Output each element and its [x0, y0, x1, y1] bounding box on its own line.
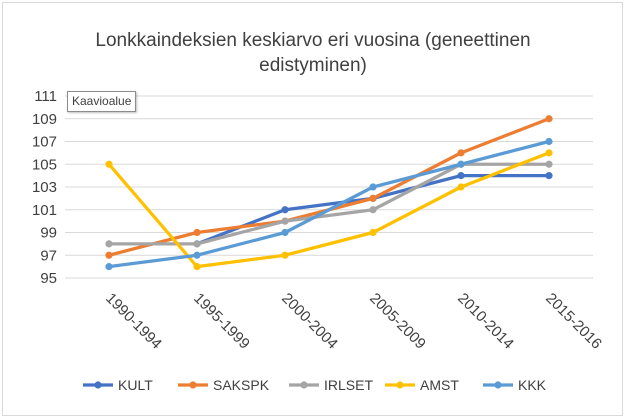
y-tick-label-101: 101	[32, 202, 57, 219]
data-point-sakspk-2010-2014[interactable]	[457, 149, 465, 157]
x-tick-label-1995-1999: 1995-1999	[190, 290, 253, 353]
x-tick-label-2010-2014: 2010-2014	[454, 290, 517, 353]
legend-item-kkk[interactable]: KKK	[483, 377, 547, 393]
y-tick-label-109: 109	[32, 111, 57, 128]
data-point-kult-2015-2016[interactable]	[545, 172, 553, 180]
series-line-amst[interactable]	[107, 151, 551, 269]
data-point-kkk-2000-2004[interactable]	[281, 228, 289, 237]
chart-frame: Lonkkaindeksien keskiarvo eri vuosina (g…	[2, 2, 623, 416]
line-chart: Lonkkaindeksien keskiarvo eri vuosina (g…	[32, 30, 605, 393]
data-point-amst-1990-1994[interactable]	[105, 160, 113, 168]
legend-item-kult[interactable]: KULT	[83, 377, 153, 393]
data-point-amst-2000-2004[interactable]	[281, 251, 289, 259]
chart-title-line-1: Lonkkaindeksien keskiarvo eri vuosina (g…	[95, 30, 530, 51]
chart-title: Lonkkaindeksien keskiarvo eri vuosina (g…	[95, 30, 530, 76]
y-tick-label-111: 111	[34, 88, 57, 105]
legend-label-kkk: KKK	[518, 377, 547, 393]
legend-item-sakspk[interactable]: SAKSPK	[178, 377, 270, 393]
data-point-sakspk-1990-1994[interactable]	[105, 251, 113, 259]
legend-swatch-marker-kult	[94, 381, 102, 389]
x-tick-label-2000-2004: 2000-2004	[278, 290, 341, 353]
x-tick-label-2005-2009: 2005-2009	[366, 290, 429, 353]
y-tick-label-99: 99	[40, 225, 57, 242]
legend: KULT SAKSPK IRLSET AMST KKK	[83, 377, 547, 393]
data-point-amst-1995-1999[interactable]	[193, 263, 201, 271]
y-tick-label-95: 95	[40, 270, 57, 287]
data-point-irlset-1995-1999[interactable]	[193, 240, 201, 248]
data-point-irlset-2005-2009[interactable]	[369, 206, 377, 214]
legend-label-irlset: IRLSET	[324, 377, 373, 393]
data-point-sakspk-2015-2016[interactable]	[545, 115, 553, 123]
data-point-amst-2015-2016[interactable]	[545, 149, 553, 157]
data-point-kkk-2010-2014[interactable]	[457, 160, 465, 168]
data-point-amst-2005-2009[interactable]	[369, 228, 377, 237]
data-point-irlset-2000-2004[interactable]	[281, 217, 289, 225]
series-kkk[interactable]	[105, 137, 553, 271]
data-point-irlset-2015-2016[interactable]	[545, 160, 553, 168]
data-point-kkk-1990-1994[interactable]	[105, 263, 113, 271]
chart-area-tooltip: Kaavioalue	[67, 91, 137, 112]
chart-title-line-2: edistyminen)	[259, 55, 367, 76]
legend-label-sakspk: SAKSPK	[213, 377, 270, 393]
legend-label-kult: KULT	[118, 377, 153, 393]
series-amst[interactable]	[105, 149, 553, 271]
series-line-irlset[interactable]	[107, 162, 551, 246]
legend-swatch-marker-kkk	[494, 381, 502, 389]
gridlines	[65, 95, 593, 279]
data-point-kkk-1995-1999[interactable]	[193, 251, 201, 259]
x-tick-label-2015-2016: 2015-2016	[542, 290, 605, 353]
y-tick-label-107: 107	[32, 134, 57, 151]
legend-item-irlset[interactable]: IRLSET	[289, 377, 373, 393]
series-line-kkk[interactable]	[107, 139, 551, 269]
data-point-kult-2010-2014[interactable]	[457, 172, 465, 180]
x-tick-label-1990-1994: 1990-1994	[102, 290, 165, 353]
legend-label-amst: AMST	[420, 377, 459, 393]
legend-swatch-marker-amst	[396, 381, 404, 389]
data-point-irlset-1990-1994[interactable]	[105, 240, 113, 248]
data-point-kult-2000-2004[interactable]	[281, 206, 289, 214]
data-point-sakspk-1995-1999[interactable]	[193, 228, 201, 237]
y-tick-label-97: 97	[40, 247, 57, 264]
data-point-sakspk-2005-2009[interactable]	[369, 194, 377, 202]
y-tick-label-103: 103	[32, 179, 57, 196]
data-point-kkk-2015-2016[interactable]	[545, 137, 553, 146]
y-tick-label-105: 105	[32, 156, 57, 173]
y-axis: 95 97 99 101 103 105 107 109 111	[32, 88, 57, 287]
series-group	[105, 115, 553, 271]
legend-item-amst[interactable]: AMST	[385, 377, 459, 393]
data-point-amst-2010-2014[interactable]	[457, 183, 465, 191]
data-point-kkk-2005-2009[interactable]	[369, 183, 377, 191]
legend-swatch-marker-irlset	[300, 381, 308, 389]
legend-swatch-marker-sakspk	[189, 381, 197, 389]
x-axis: 1990-1994 1995-1999 2000-2004 2005-2009 2010…	[102, 290, 605, 353]
